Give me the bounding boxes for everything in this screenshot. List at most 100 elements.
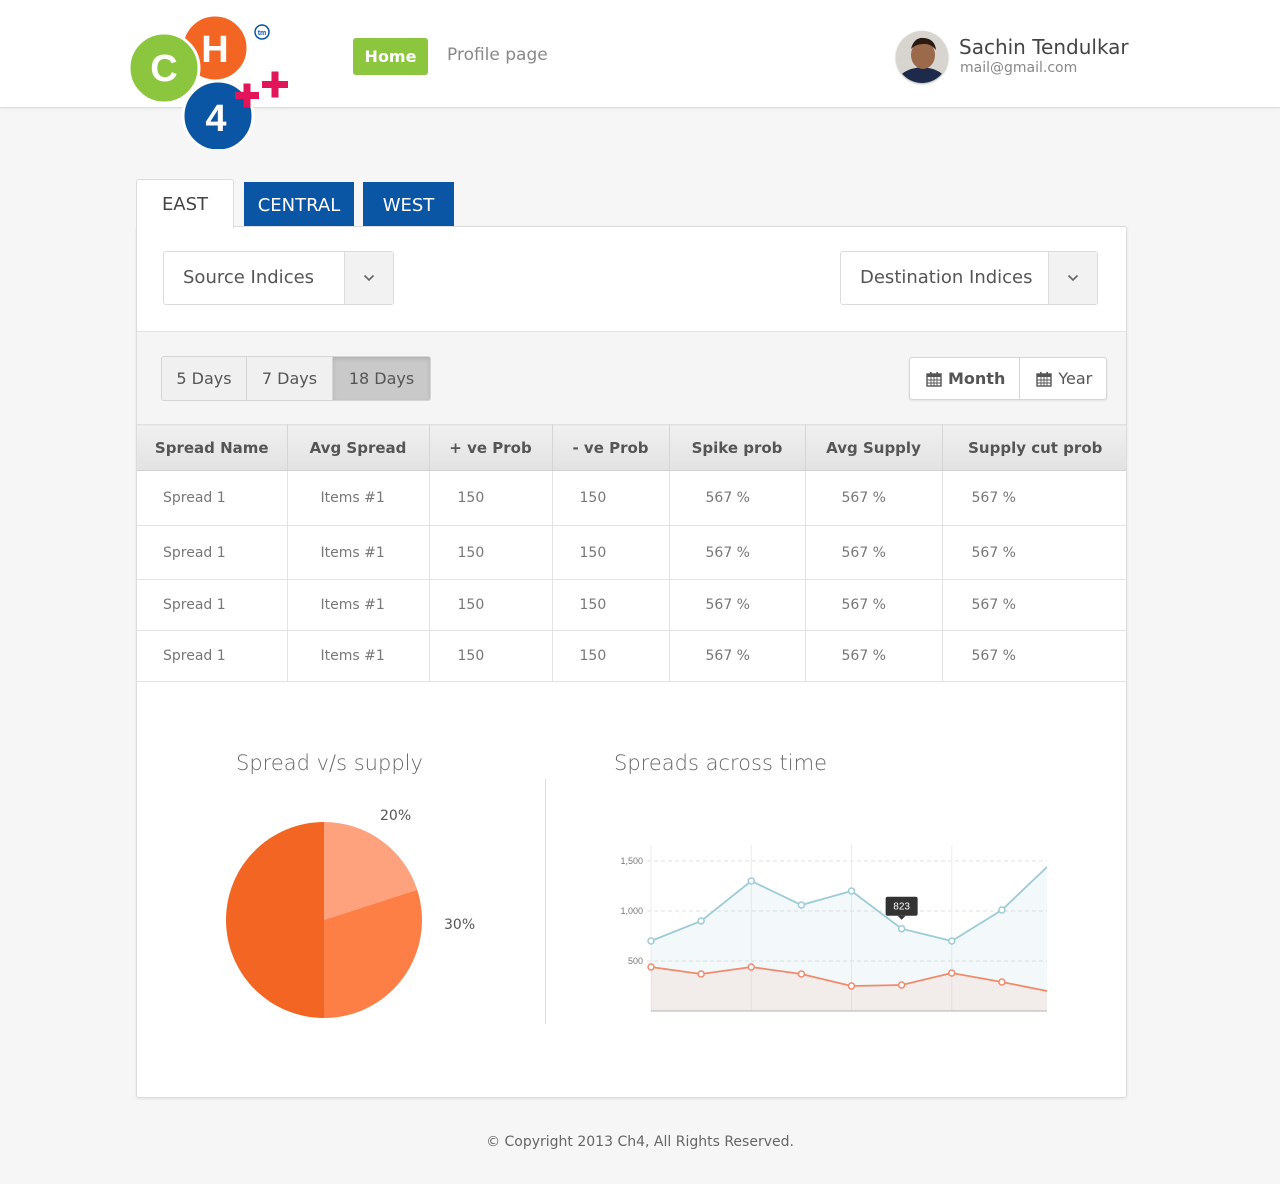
destination-indices-value: Destination Indices <box>860 267 1033 288</box>
year-label: Year <box>1058 369 1093 388</box>
pie-label-30: 30% <box>444 917 476 933</box>
data-point[interactable] <box>948 969 956 977</box>
table-cell: Spread 1 <box>137 525 288 580</box>
spread-table: Spread Name Avg Spread + ve Prob - ve Pr… <box>137 424 1126 682</box>
logo-plus-icon <box>235 71 288 108</box>
chevron-down-icon <box>1067 274 1079 282</box>
logo-number-4: 4 <box>205 98 226 140</box>
table-cell: 150 <box>552 470 670 526</box>
pie-slice[interactable] <box>226 822 324 1018</box>
nav-home-button[interactable]: Home <box>353 38 428 75</box>
column-header[interactable]: Spread Name <box>137 424 288 471</box>
period-button-group: Month Year <box>909 357 1108 400</box>
data-point[interactable] <box>847 887 856 895</box>
data-point[interactable] <box>647 937 655 945</box>
year-button[interactable]: Year <box>1020 358 1106 399</box>
table-cell: 567 % <box>669 470 806 526</box>
18-days-button[interactable]: 18 Days <box>333 357 430 400</box>
data-point[interactable] <box>847 982 856 990</box>
data-point[interactable] <box>998 906 1006 914</box>
footer-copyright: © Copyright 2013 Ch4, All Rights Reserve… <box>486 1134 794 1150</box>
logo-tm-badge <box>254 24 270 40</box>
table-cell: Items #1 <box>287 579 430 631</box>
data-point[interactable] <box>897 924 906 933</box>
logo-green-circle <box>128 31 201 105</box>
column-header[interactable]: + ve Prob <box>429 424 553 471</box>
data-point[interactable] <box>797 970 806 978</box>
source-dropdown-toggle[interactable] <box>344 252 393 304</box>
table-cell: Items #1 <box>287 630 430 682</box>
tooltip-arrow <box>897 915 906 920</box>
table-cell: Spread 1 <box>137 630 288 682</box>
destination-dropdown-toggle[interactable] <box>1048 252 1097 304</box>
top-header: C H 4 tm Home Profile page Sachin Tendul… <box>0 0 1280 149</box>
column-header[interactable]: Supply cut prob <box>942 424 1126 471</box>
calendar-icon <box>1036 371 1053 387</box>
pie-slice[interactable] <box>324 822 418 920</box>
table-row[interactable]: Spread 1 Items #1 150 150 567 % 567 % 56… <box>137 630 1126 682</box>
table-cell: 567 % <box>669 579 806 631</box>
table-cell: Spread 1 <box>137 470 288 526</box>
nav-profile-link[interactable]: Profile page <box>447 45 548 65</box>
table-cell: 567 % <box>942 630 1126 682</box>
logo-letter-c: C <box>150 48 177 90</box>
table-row[interactable]: Spread 1 Items #1 150 150 567 % 567 % 56… <box>137 470 1126 526</box>
data-point[interactable] <box>697 970 705 978</box>
column-header[interactable]: - ve Prob <box>552 424 670 471</box>
table-cell: 567 % <box>942 525 1126 580</box>
ch4-logo[interactable]: C H 4 tm <box>128 14 293 149</box>
tab-west[interactable]: WEST <box>363 182 454 228</box>
main-panel: Source Indices Destination Indices 5 Day… <box>136 226 1127 1098</box>
series-area <box>651 867 1047 1011</box>
data-point[interactable] <box>797 901 806 909</box>
data-point[interactable] <box>747 963 756 971</box>
table-cell: 567 % <box>669 525 806 580</box>
table-cell: 150 <box>552 579 670 631</box>
data-point[interactable] <box>948 937 956 945</box>
series-area <box>651 967 1047 1011</box>
data-point[interactable] <box>697 917 705 925</box>
table-row[interactable]: Spread 1 Items #1 150 150 567 % 567 % 56… <box>137 525 1126 580</box>
line-chart-title: Spreads across time <box>614 751 828 775</box>
table-cell: 150 <box>552 525 670 580</box>
data-point[interactable] <box>897 981 906 989</box>
pie-chart <box>226 822 422 1018</box>
data-point[interactable] <box>998 978 1006 986</box>
tab-east[interactable]: EAST <box>136 179 234 228</box>
table-cell: 150 <box>429 470 553 526</box>
column-header[interactable]: Avg Supply <box>805 424 943 471</box>
source-indices-select[interactable]: Source Indices <box>163 251 394 305</box>
data-point[interactable] <box>747 877 756 885</box>
chevron-down-icon <box>363 274 375 282</box>
user-name: Sachin Tendulkar <box>959 35 1129 59</box>
calendar-icon <box>926 371 942 387</box>
5-days-button[interactable]: 5 Days <box>162 357 247 400</box>
data-point[interactable] <box>647 963 655 971</box>
table-cell: 150 <box>429 579 553 631</box>
table-cell: 567 % <box>669 630 806 682</box>
pie-slice[interactable] <box>324 889 422 1018</box>
7-days-button[interactable]: 7 Days <box>247 357 333 400</box>
pie-label-20: 20% <box>380 808 412 824</box>
month-button[interactable]: Month <box>910 358 1021 399</box>
month-label: Month <box>948 369 1006 388</box>
table-cell: 150 <box>429 525 553 580</box>
chart-divider <box>545 779 546 1024</box>
tooltip-label: 823 <box>893 902 910 913</box>
table-cell: 567 % <box>805 630 943 682</box>
table-cell: Items #1 <box>287 525 430 580</box>
table-cell: 567 % <box>942 470 1126 526</box>
tab-central[interactable]: CENTRAL <box>244 182 354 228</box>
y-tick-label: 1,500 <box>620 856 643 866</box>
table-cell: 567 % <box>942 579 1126 631</box>
pie-chart-title: Spread v/s supply <box>236 751 423 775</box>
column-header[interactable]: Avg Spread <box>287 424 430 471</box>
y-tick-label: 1,000 <box>620 906 643 916</box>
column-header[interactable]: Spike prob <box>669 424 806 471</box>
user-email: mail@gmail.com <box>960 60 1078 76</box>
table-row[interactable]: Spread 1 Items #1 150 150 567 % 567 % 56… <box>137 579 1126 631</box>
table-cell: 150 <box>429 630 553 682</box>
destination-indices-select[interactable]: Destination Indices <box>840 251 1098 305</box>
avatar[interactable] <box>896 31 948 83</box>
